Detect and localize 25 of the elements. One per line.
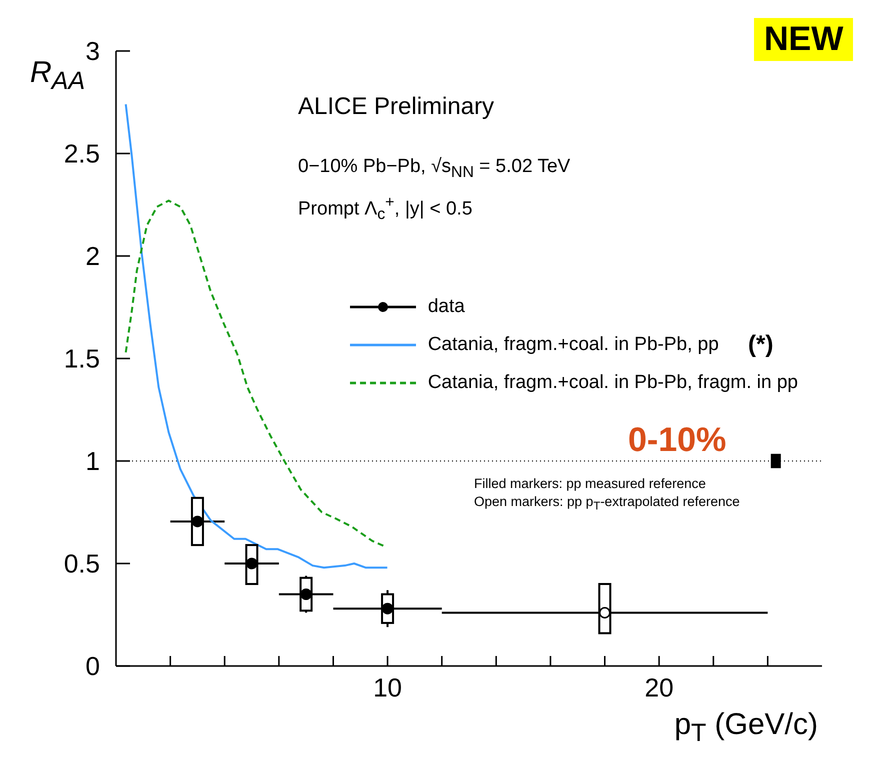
y-tick-label: 1.5 [64,344,100,374]
annotation: ALICE Preliminary [298,93,494,121]
annotation: Prompt Λ$_{c}$$^{+}$, |y| < 0.5 [298,194,472,224]
annotation: (*) [748,331,774,359]
y-tick-label: 2.5 [64,138,100,169]
y-tick-label: 2 [86,241,100,272]
x-tick-label: 10 [373,672,402,702]
x-axis-title: p$_{T}$ (GeV/c) [674,708,818,748]
point [192,516,204,528]
bar [770,454,781,468]
annotation: Filled markers: pp measured reference [474,476,706,491]
legend-label: data [428,296,465,318]
legend-label: Catania, fragm.+coal. in Pb-Pb, fragm. in pp [428,372,798,394]
y-tick-label: 1 [86,446,100,476]
annotation: 0-10% [628,421,726,460]
x-tick-label: 20 [644,672,674,702]
y-axis-title: R$_{AA}$ [30,56,86,96]
legend-label: Catania, fragm.+coal. in Pb-Pb, pp [428,334,719,356]
annotation: 0−10% Pb−Pb, √s$_{NN}$ = 5.02 TeV [298,156,570,182]
point [599,606,611,618]
y-tick-label: 0 [86,651,100,682]
y-tick-label: 0.5 [64,548,100,579]
annotation: Open markers: pp p$_{T}$-extrapolated reference [474,494,740,513]
annotation: NEW [754,18,854,61]
y-tick-label: 3 [86,36,100,66]
